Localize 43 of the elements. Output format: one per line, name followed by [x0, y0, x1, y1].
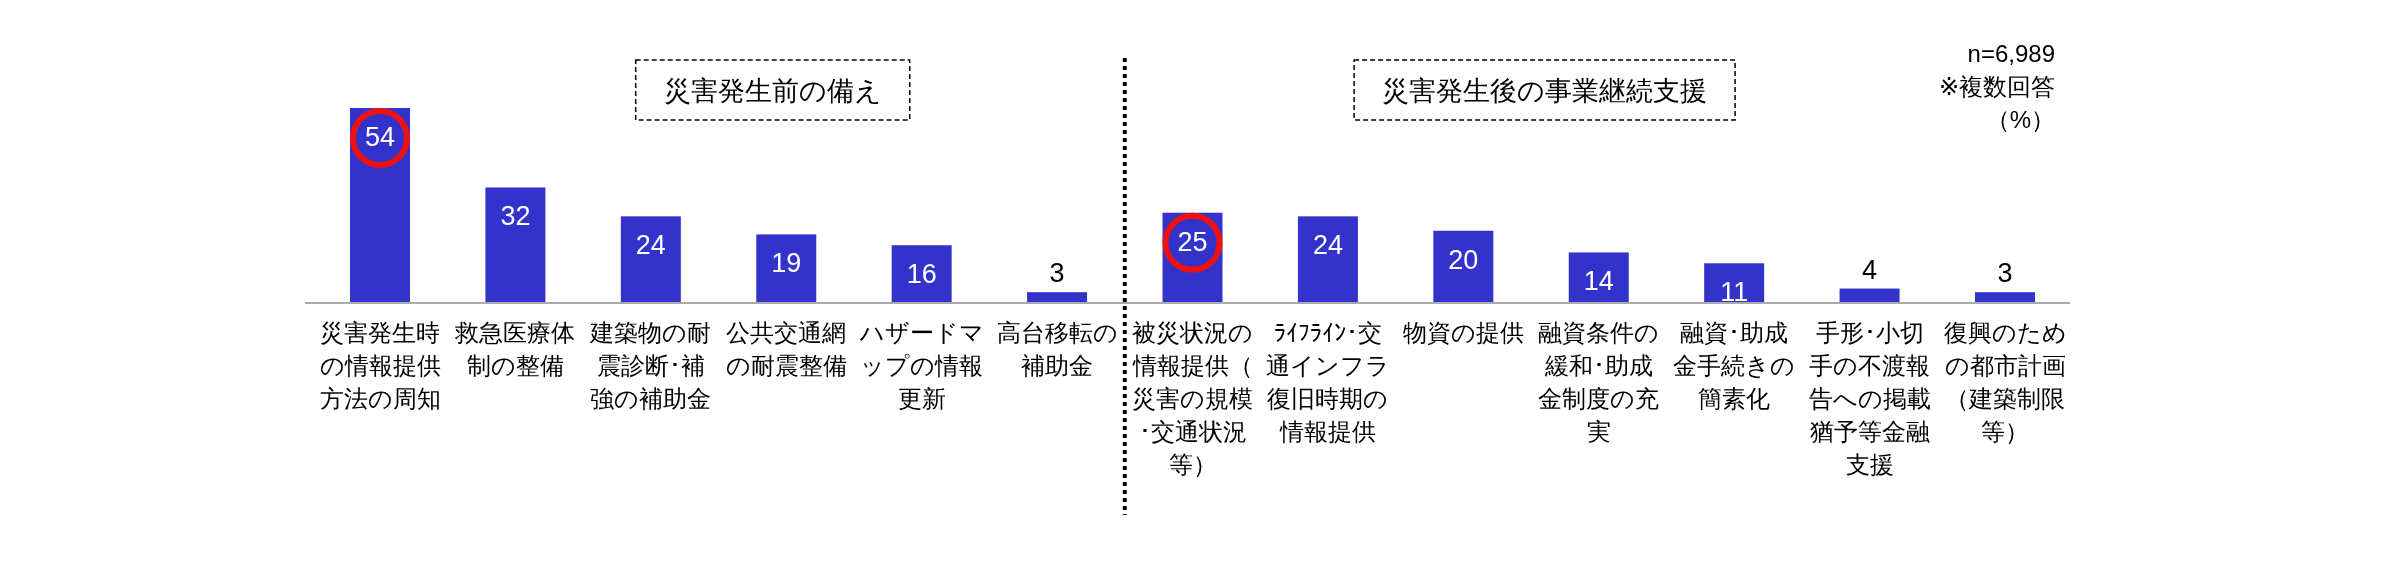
bar	[1975, 292, 2035, 303]
x-tick-label: 手形･小切手の不渡報告への掲載猶予等金融支援	[1808, 319, 1931, 478]
data-label: 3	[1049, 258, 1065, 289]
data-label: 11	[1720, 277, 1749, 308]
text: 災害発生後の事業継続支援	[1382, 76, 1708, 106]
text: n=6,989	[1967, 40, 2055, 67]
bar	[485, 187, 546, 303]
x-tick-label: ﾗｲﾌﾗｲﾝ･交通インフラ復旧時期の情報提供	[1265, 319, 1390, 445]
x-tick-label: 融資条件の緩和･助成金制度の充実	[1538, 319, 1660, 445]
data-label: 20	[1448, 244, 1479, 275]
bar	[1839, 288, 1900, 303]
bar	[1433, 230, 1494, 303]
data-label: 16	[906, 259, 937, 290]
x-tick-label: 被災状況の情報提供（災害の規模･交通状況等）	[1131, 319, 1253, 478]
bar	[1297, 216, 1358, 303]
bar	[891, 245, 952, 303]
data-label: 3	[1997, 258, 2013, 289]
data-label: 32	[500, 201, 531, 232]
data-label: 54	[364, 122, 396, 152]
data-label: 14	[1583, 266, 1614, 297]
x-tick-label: 物資の提供	[1402, 319, 1524, 346]
x-tick-label: 救急医療体制の整備	[454, 319, 576, 379]
bar	[1704, 263, 1765, 303]
x-tick-label: 復興のための都市計画（建築制限等）	[1943, 319, 2067, 445]
annotation: （%）	[1985, 106, 2055, 133]
data-label: 24	[635, 230, 666, 261]
bar	[620, 216, 681, 303]
data-label: 24	[1312, 230, 1343, 261]
data-label: 25	[1177, 226, 1208, 257]
bar	[1027, 292, 1088, 303]
x-tick-label: 災害発生時の情報提供方法の周知	[319, 319, 441, 412]
x-tick-label: 公共交通網の耐震整備	[725, 319, 847, 379]
bar	[1568, 252, 1629, 303]
x-tick-label: 建築物の耐震診断･補強の補助金	[589, 319, 712, 412]
data-label: 19	[771, 248, 802, 279]
data-label: 4	[1862, 254, 1878, 285]
bar	[756, 234, 817, 303]
x-tick-label: 融資･助成金手続きの簡素化	[1673, 319, 1796, 412]
x-tick-label: 高台移転の補助金	[996, 319, 1118, 379]
x-tick-label: ハザードマップの情報更新	[858, 319, 984, 412]
text: ※複数回答	[1938, 73, 2055, 100]
bar	[350, 108, 410, 303]
text: 災害発生前の備え	[663, 76, 882, 106]
